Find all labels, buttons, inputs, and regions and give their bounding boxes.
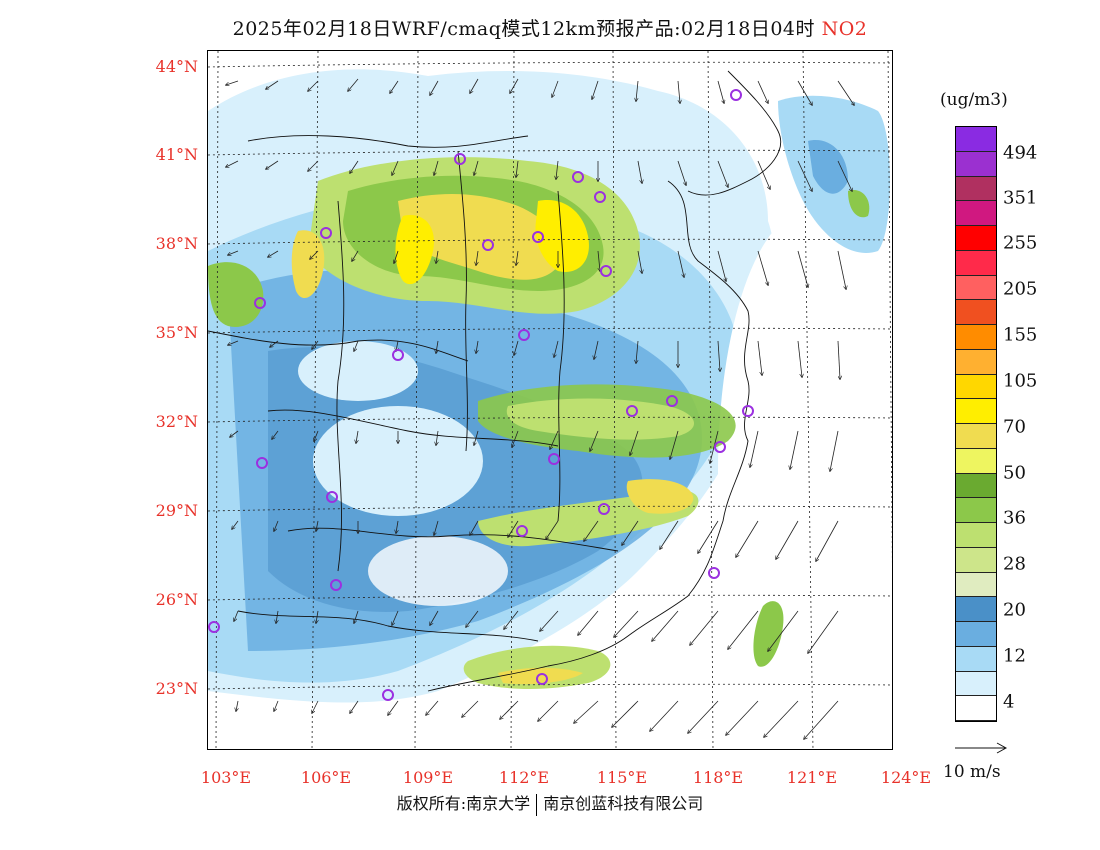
lat-label-44: 44°N	[155, 57, 198, 76]
city-marker	[536, 673, 548, 685]
city-marker	[714, 441, 726, 453]
city-marker	[598, 503, 610, 515]
colorbar-cell	[956, 201, 996, 226]
lat-label-26: 26°N	[155, 590, 198, 609]
lon-label-112: 112°E	[498, 768, 550, 787]
lon-label-106: 106°E	[300, 768, 352, 787]
lon-label-121: 121°E	[786, 768, 838, 787]
colorbar-cell	[956, 622, 996, 647]
colorbar-cell	[956, 325, 996, 350]
city-marker	[516, 525, 528, 537]
lat-label-29: 29°N	[155, 501, 198, 520]
legend-unit: (ug/m3)	[940, 90, 1008, 110]
colorbar-cell	[956, 671, 996, 697]
city-marker	[600, 265, 612, 277]
map-title: 2025年02月18日WRF/cmaq模式12km预报产品:02月18日04时 …	[0, 14, 1100, 41]
colorbar-cell	[956, 448, 996, 474]
legend-label: 351	[1003, 187, 1038, 209]
graticule	[208, 51, 892, 749]
lon-label-124: 124°E	[880, 768, 932, 787]
city-marker	[730, 89, 742, 101]
city-marker	[666, 395, 678, 407]
copyright-left: 版权所有:南京大学	[396, 794, 531, 813]
colorbar-cell	[956, 597, 996, 622]
colorbar-cell	[956, 523, 996, 548]
city-marker	[518, 329, 530, 341]
city-marker	[454, 153, 466, 165]
legend-label: 20	[1003, 599, 1026, 621]
city-marker	[572, 171, 584, 183]
colorbar-cell	[956, 572, 996, 598]
colorbar	[955, 126, 997, 722]
colorbar-cell	[956, 473, 996, 499]
city-marker	[254, 297, 266, 309]
colorbar-cell	[956, 646, 996, 672]
lat-label-38: 38°N	[155, 234, 198, 253]
lat-label-35: 35°N	[155, 323, 198, 342]
legend-label: 12	[1003, 645, 1026, 667]
city-marker	[320, 227, 332, 239]
colorbar-cell	[956, 300, 996, 325]
lat-label-41: 41°N	[155, 145, 198, 164]
title-main: 2025年02月18日WRF/cmaq模式12km预报产品:02月18日04时	[232, 18, 816, 40]
colorbar-cell	[956, 127, 996, 152]
copyright: 版权所有:南京大学 南京创蓝科技有限公司	[0, 790, 1100, 816]
city-marker	[382, 689, 394, 701]
colorbar-cell	[956, 547, 996, 573]
city-marker	[532, 231, 544, 243]
colorbar-cell	[956, 250, 996, 276]
wind-reference-arrow	[955, 742, 1008, 754]
lon-label-109: 109°E	[402, 768, 454, 787]
city-marker	[330, 579, 342, 591]
legend-label: 255	[1003, 232, 1038, 254]
title-species: NO2	[821, 18, 868, 40]
city-marker	[594, 191, 606, 203]
colorbar-cell	[956, 696, 996, 721]
lon-label-103: 103°E	[200, 768, 252, 787]
map-panel[interactable]	[207, 50, 893, 750]
city-marker	[742, 405, 754, 417]
lon-label-118: 118°E	[692, 768, 744, 787]
wind-vectors	[226, 78, 854, 739]
colorbar-cell	[956, 349, 996, 375]
colorbar-cell	[956, 399, 996, 424]
city-marker	[256, 457, 268, 469]
city-marker	[482, 239, 494, 251]
copyright-right: 南京创蓝科技有限公司	[543, 794, 704, 813]
lat-label-23: 23°N	[155, 679, 198, 698]
city-marker	[326, 491, 338, 503]
concentration-map	[208, 51, 892, 749]
legend-label: 494	[1003, 142, 1038, 164]
city-marker	[548, 453, 560, 465]
copyright-separator	[536, 793, 538, 816]
colorbar-cell	[956, 226, 996, 251]
colorbar-cell	[956, 275, 996, 301]
legend-label: 36	[1003, 507, 1026, 529]
city-marker	[208, 621, 220, 633]
city-marker	[708, 567, 720, 579]
lat-label-32: 32°N	[155, 412, 198, 431]
legend-label: 70	[1003, 416, 1026, 438]
legend-label: 155	[1003, 324, 1038, 346]
colorbar-cell	[956, 374, 996, 400]
colorbar-cell	[956, 151, 996, 177]
lon-label-115: 115°E	[596, 768, 648, 787]
legend-label: 105	[1003, 370, 1038, 392]
wind-reference-label: 10 m/s	[943, 762, 1001, 782]
legend-label: 4	[1003, 691, 1015, 713]
colorbar-cell	[956, 424, 996, 449]
legend-label: 50	[1003, 462, 1026, 484]
legend-label: 205	[1003, 278, 1038, 300]
colorbar-cell	[956, 498, 996, 523]
city-marker	[626, 405, 638, 417]
city-marker	[392, 349, 404, 361]
city-markers	[208, 89, 754, 701]
colorbar-cell	[956, 176, 996, 202]
legend-label: 28	[1003, 553, 1026, 575]
concentration-fields	[208, 69, 892, 731]
